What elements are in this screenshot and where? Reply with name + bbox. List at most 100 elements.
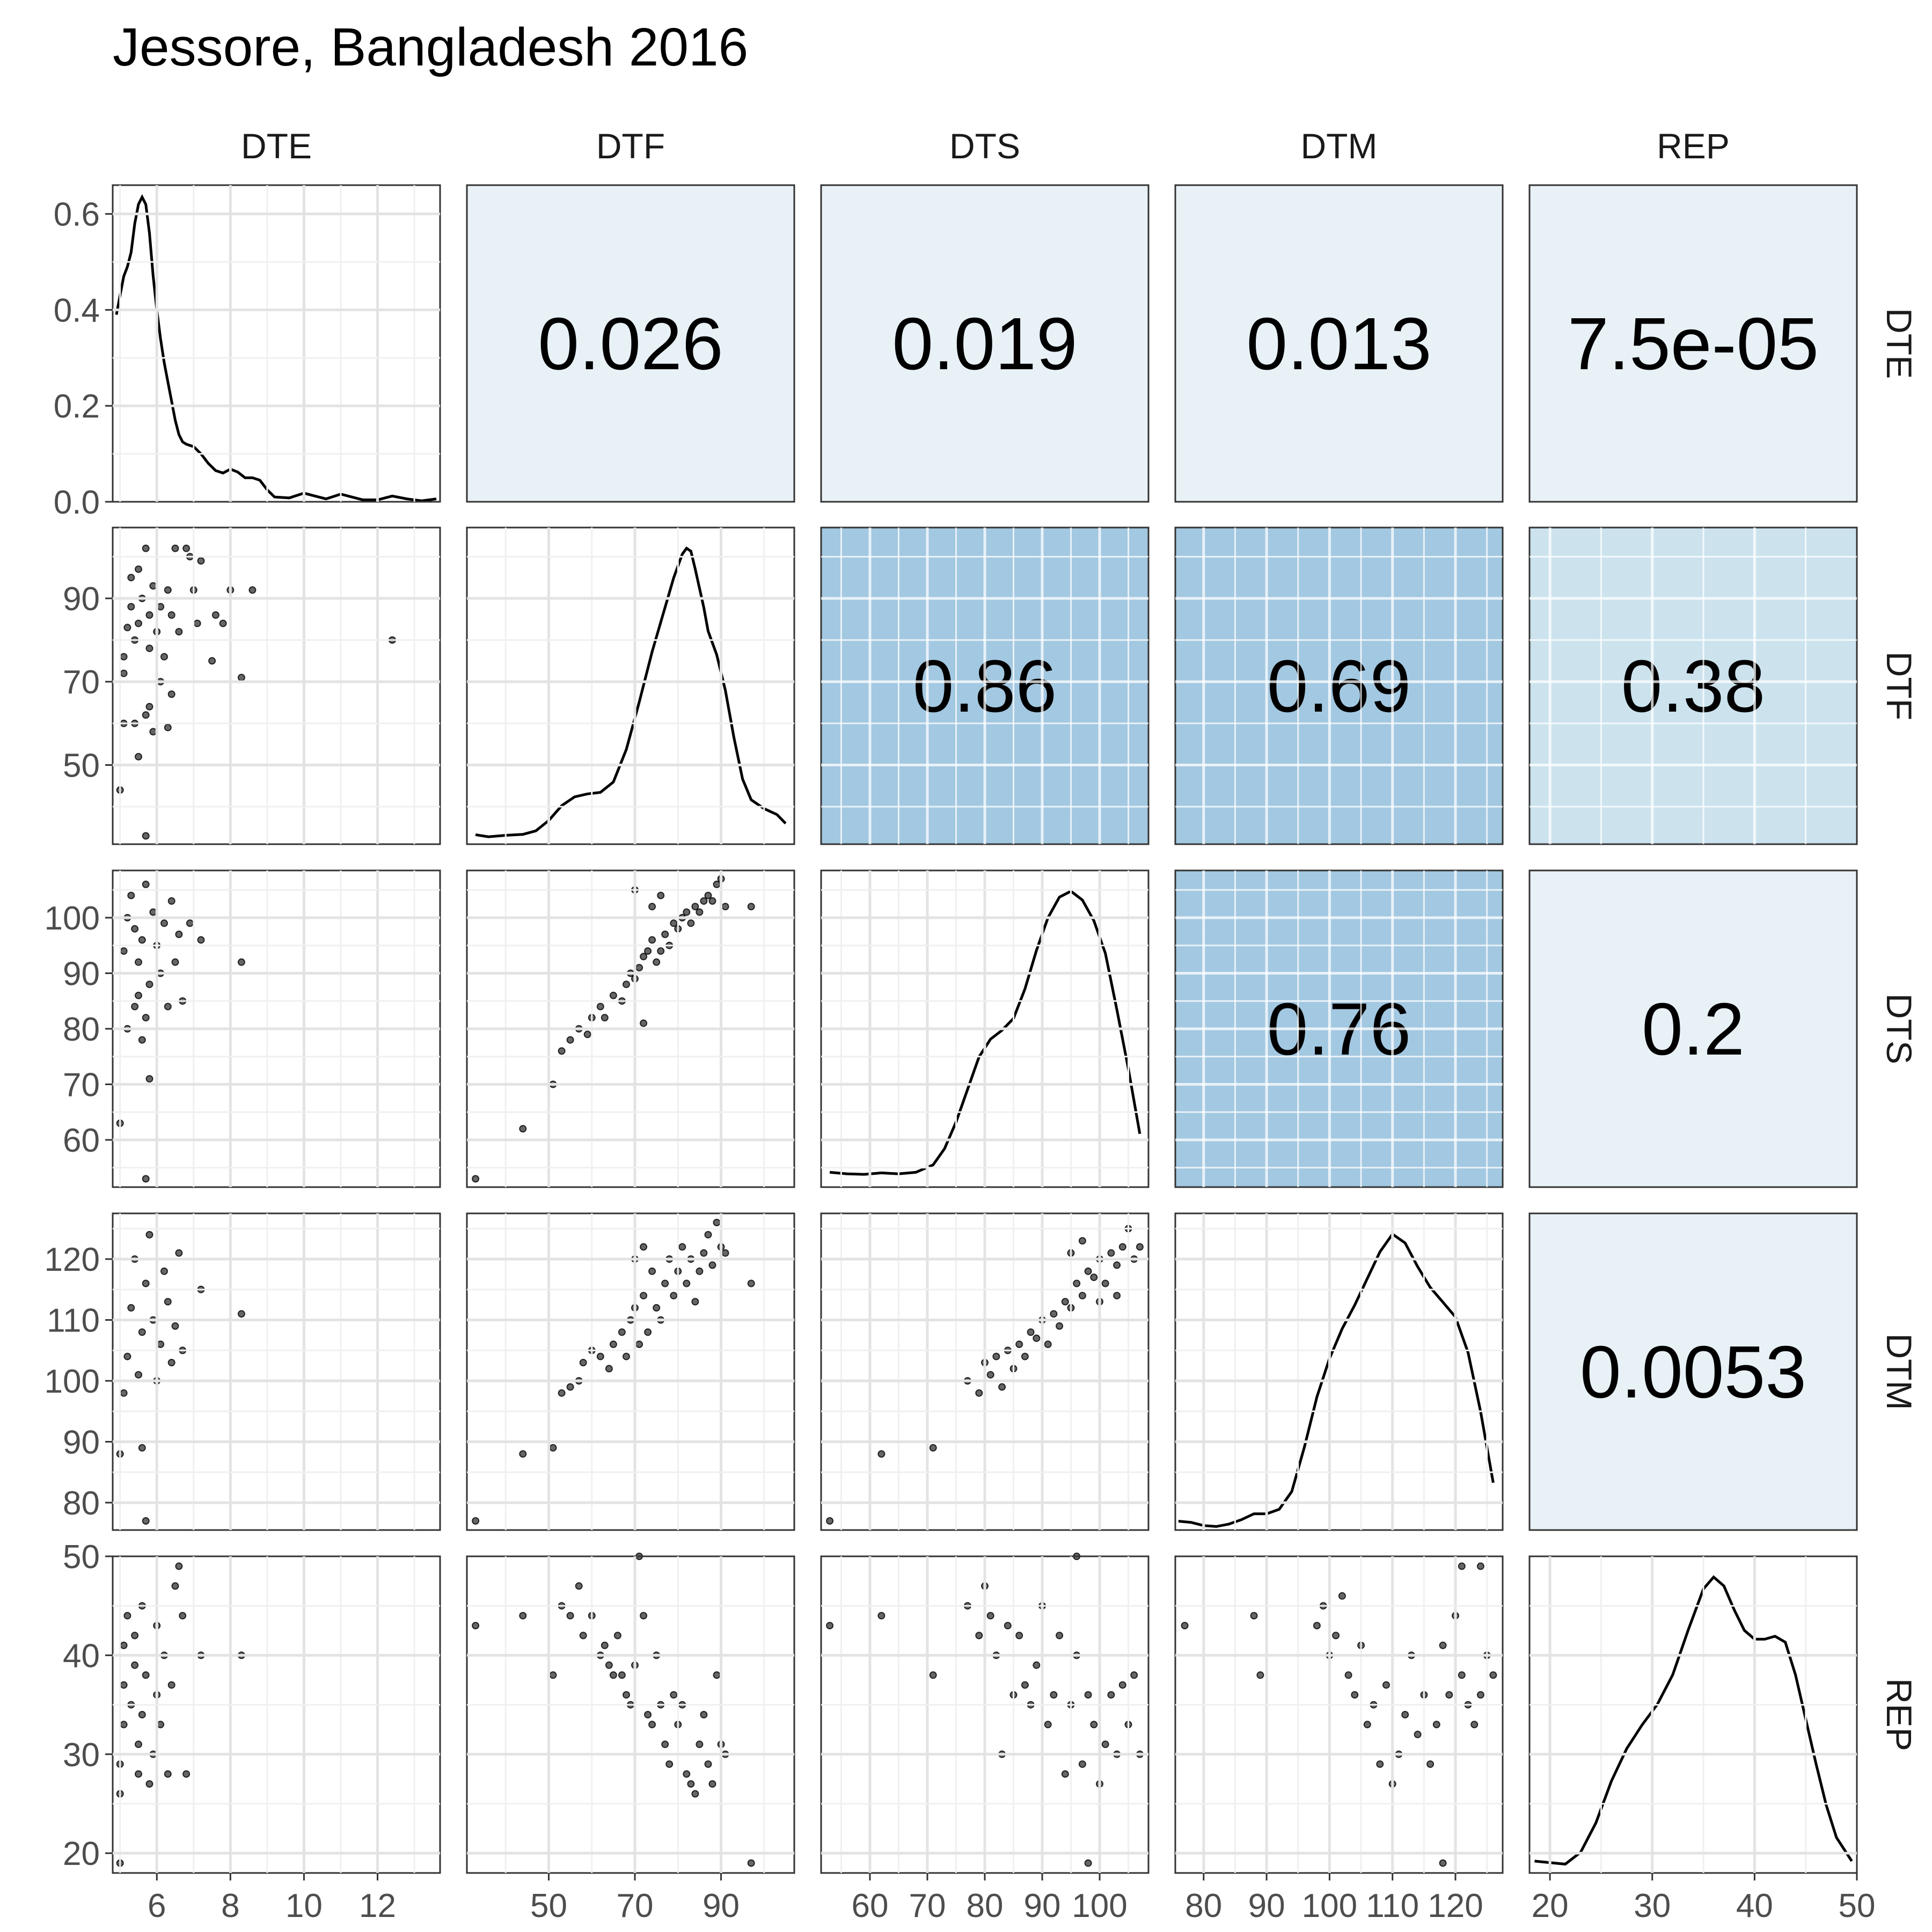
scatter-point — [175, 628, 183, 636]
scatter-point — [661, 931, 669, 938]
panel-border — [1528, 184, 1858, 503]
panel-border — [1528, 526, 1858, 845]
scatter-point — [687, 919, 695, 927]
x-tick-label: 90 — [702, 1887, 740, 1924]
panel-grid-lines — [113, 870, 440, 1187]
scatter-point — [1256, 1671, 1264, 1679]
scatter-point — [1130, 1671, 1138, 1679]
correlation-cell-background — [1529, 528, 1857, 844]
correlation-cell-background — [1175, 185, 1503, 502]
scatter-point — [138, 1036, 146, 1044]
scatter-point — [167, 897, 175, 905]
x-tick-label: 70 — [617, 1887, 654, 1924]
x-tick-label: 90 — [1248, 1887, 1285, 1924]
x-tick-label: 8 — [221, 1887, 239, 1924]
scatter-point — [704, 891, 712, 899]
x-tick-label: 50 — [1839, 1887, 1876, 1924]
panel-dte-dts: 0.019 — [820, 184, 1150, 503]
scatter-point — [975, 1389, 983, 1397]
scatter-panel-background — [113, 1213, 440, 1530]
row-strip-label: REP — [1879, 1678, 1919, 1751]
scatter-point — [120, 947, 128, 955]
scatter-point — [1113, 1292, 1121, 1300]
scatter-point — [575, 1582, 583, 1590]
scatter-point — [648, 936, 656, 944]
scatter-point — [1090, 1274, 1098, 1282]
scatter-point — [164, 723, 172, 731]
y-tick-label: 90 — [63, 955, 100, 992]
panel-border — [112, 1555, 441, 1874]
panel-grid-lines — [467, 870, 794, 1187]
panel-dtf-dte — [112, 526, 441, 845]
scatter-point — [670, 1292, 678, 1300]
scatter-point — [135, 958, 142, 966]
scatter-point — [648, 1267, 656, 1275]
scatter-point — [1033, 1661, 1041, 1669]
y-tick-label: 30 — [63, 1737, 100, 1774]
scatter-point — [145, 702, 153, 711]
scatter-point — [1084, 1859, 1092, 1867]
scatter-point — [696, 908, 704, 916]
scatter-point — [713, 1219, 721, 1226]
x-tick-label: 6 — [148, 1887, 166, 1924]
scatter-point — [670, 919, 678, 927]
scatter-point — [648, 1721, 656, 1729]
panel-border — [112, 1212, 441, 1531]
correlation-value: 0.2 — [1642, 988, 1745, 1071]
scatter-point — [549, 1444, 557, 1452]
density-curve — [475, 546, 787, 838]
scatter-point — [609, 991, 617, 999]
scatter-point — [1090, 1721, 1098, 1729]
scatter-point — [157, 1721, 165, 1729]
scatter-point — [123, 1352, 131, 1360]
panel-grid-lines — [467, 1213, 794, 1530]
scatter-point — [1044, 1721, 1052, 1729]
panel-grid-lines — [113, 528, 440, 844]
y-tick-label: 0.0 — [54, 484, 100, 521]
panel-rep-rep — [1528, 1555, 1858, 1874]
scatter-point — [171, 544, 179, 552]
scatter-point — [657, 891, 665, 899]
scatter-point — [145, 1780, 153, 1788]
scatter-point — [1050, 1691, 1058, 1699]
panel-border — [1174, 1212, 1504, 1531]
scatter-point — [623, 1691, 630, 1699]
scatter-point — [1439, 1641, 1447, 1649]
scatter-point — [120, 1681, 128, 1689]
scatter-point — [566, 1036, 574, 1044]
scatter-point — [661, 1740, 669, 1748]
scatter-point — [640, 1243, 648, 1251]
panel-grid-lines — [821, 1213, 1148, 1530]
scatter-point — [145, 611, 153, 619]
scatter-point — [142, 880, 150, 888]
scatter-point — [975, 1631, 983, 1640]
scatter-panel-background — [113, 528, 440, 844]
density-curve — [1534, 1575, 1853, 1866]
x-tick-label: 20 — [1532, 1887, 1569, 1924]
scatter-point — [1113, 1261, 1121, 1269]
scatter-point — [549, 1671, 557, 1679]
scatter-point — [171, 958, 179, 966]
scatter-point — [157, 1340, 165, 1348]
scatter-point — [700, 1249, 708, 1257]
scatter-point — [1056, 1322, 1064, 1330]
scatter-point — [142, 832, 150, 840]
panel-border — [466, 1555, 795, 1874]
scatter-point — [1061, 1770, 1069, 1778]
panel-border — [1528, 1212, 1858, 1531]
scatter-point — [164, 586, 172, 594]
scatter-point — [644, 1711, 652, 1718]
scatter-point — [623, 980, 630, 989]
scatter-panel-background — [113, 1556, 440, 1873]
scatter-point — [691, 903, 699, 911]
correlation-cell-background — [1529, 1213, 1857, 1530]
scatter-point — [197, 936, 205, 944]
scatter-point — [211, 611, 219, 619]
panel-grid-lines — [821, 870, 1148, 1187]
y-tick-label: 0.6 — [54, 196, 100, 233]
scatter-point — [1061, 1298, 1069, 1306]
density-panel-background — [467, 528, 794, 844]
row-strip-label: DTM — [1879, 1334, 1919, 1410]
y-tick-label: 50 — [63, 1539, 100, 1576]
